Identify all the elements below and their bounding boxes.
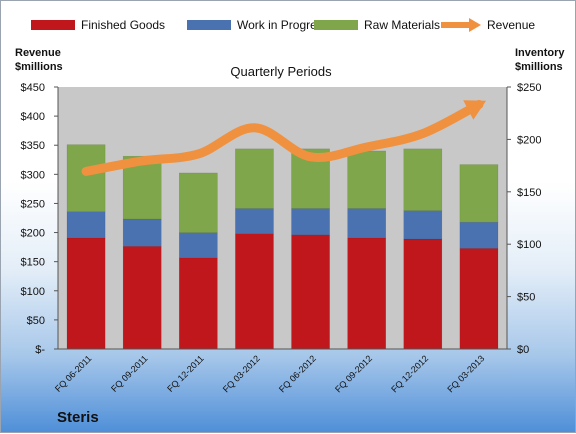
left-tick-label-9: $450 [21, 82, 45, 94]
bar-finished-goods-7 [459, 248, 499, 350]
left-axis-ticks: $- $50 $100 $150 $200 $250 $300 $350 $400 $450 [21, 82, 59, 356]
right-tick-label-2: $100 [517, 239, 541, 251]
bar-work-in-progress-0 [66, 211, 106, 239]
bar-raw-materials-6 [403, 148, 443, 211]
legend-arrow-revenue [469, 18, 481, 32]
x-tick-label-4: FQ 06-2012 [277, 353, 318, 394]
right-tick-label-1: $50 [517, 292, 535, 304]
left-tick-label-1: $50 [27, 315, 45, 327]
left-axis-title-line1: Revenue [15, 47, 61, 59]
legend-label-work-in-progress: Work in Progress [237, 18, 329, 32]
left-axis-title-line2: $millions [15, 61, 63, 73]
right-axis-title-line1: Inventory [515, 47, 565, 59]
x-tick-label-7: FQ 03-2013 [445, 353, 486, 394]
bar-raw-materials-7 [459, 164, 499, 223]
left-tick-label-3: $150 [21, 257, 45, 269]
bar-work-in-progress-2 [178, 232, 218, 259]
left-tick-label-7: $350 [21, 140, 45, 152]
right-tick-label-4: $200 [517, 134, 541, 146]
left-tick-label-8: $400 [21, 111, 45, 123]
bar-raw-materials-5 [347, 150, 387, 209]
revenue-arrowhead [463, 100, 487, 120]
bar-finished-goods-6 [403, 238, 443, 350]
right-tick-label-5: $250 [517, 82, 541, 94]
revenue-line [81, 99, 484, 176]
legend-swatch-work-in-progress [187, 20, 231, 30]
x-tick-label-1: FQ 09-2011 [109, 353, 150, 394]
x-tick-label-0: FQ 06-2011 [53, 353, 94, 394]
bar-finished-goods-5 [347, 237, 387, 350]
bar-raw-materials-0 [66, 144, 106, 212]
bar-finished-goods-0 [66, 237, 106, 350]
left-tick-label-4: $200 [21, 228, 45, 240]
left-tick-label-0: $- [35, 344, 45, 356]
chart-title: Quarterly Periods [230, 64, 332, 79]
bar-raw-materials-3 [235, 148, 274, 209]
brand-label: Steris [57, 409, 99, 426]
legend-swatch-finished-goods [31, 20, 75, 30]
bar-raw-materials-2 [178, 172, 218, 233]
legend-label-revenue: Revenue [487, 18, 535, 32]
bar-finished-goods-2 [178, 257, 218, 350]
x-tick-label-3: FQ 03-2012 [221, 353, 262, 394]
x-tick-label-5: FQ 09-2012 [333, 353, 374, 394]
bar-work-in-progress-1 [122, 218, 162, 247]
right-tick-label-0: $0 [517, 344, 529, 356]
bar-work-in-progress-7 [459, 221, 499, 249]
legend-label-finished-goods: Finished Goods [81, 18, 165, 32]
legend-label-raw-materials: Raw Materials [364, 18, 440, 32]
left-tick-label-5: $250 [21, 198, 45, 210]
bar-work-in-progress-4 [291, 208, 330, 236]
bar-work-in-progress-6 [403, 210, 443, 240]
revenue-line-group [81, 99, 487, 176]
left-tick-label-6: $300 [21, 169, 45, 181]
x-axis-ticks: FQ 06-2011 FQ 09-2011 FQ 12-2011 FQ 03-2012… [53, 348, 507, 394]
bar-work-in-progress-5 [347, 208, 387, 239]
bar-finished-goods-1 [122, 246, 162, 350]
legend-swatch-raw-materials [314, 20, 358, 30]
bar-finished-goods-3 [235, 233, 274, 350]
x-tick-label-6: FQ 12-2012 [389, 353, 430, 394]
left-tick-label-2: $100 [21, 286, 45, 298]
bar-work-in-progress-3 [235, 208, 274, 234]
x-tick-label-2: FQ 12-2011 [165, 353, 206, 394]
legend: Finished Goods Work in Progress Raw Materi… [31, 18, 535, 32]
right-axis-ticks: $0 $50 $100 $150 $200 $250 [506, 82, 541, 356]
bar-finished-goods-4 [291, 234, 330, 350]
right-axis-title-line2: $millions [515, 61, 563, 73]
right-tick-label-3: $150 [517, 187, 541, 199]
